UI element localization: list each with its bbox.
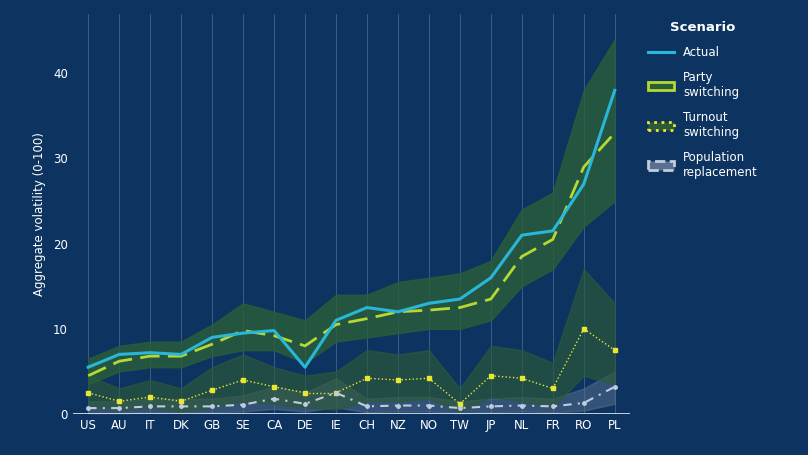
- Y-axis label: Aggregate volatility (0-100): Aggregate volatility (0-100): [33, 132, 46, 296]
- Legend: Actual, Party
switching, Turnout
switching, Population
replacement: Actual, Party switching, Turnout switchi…: [642, 15, 764, 185]
